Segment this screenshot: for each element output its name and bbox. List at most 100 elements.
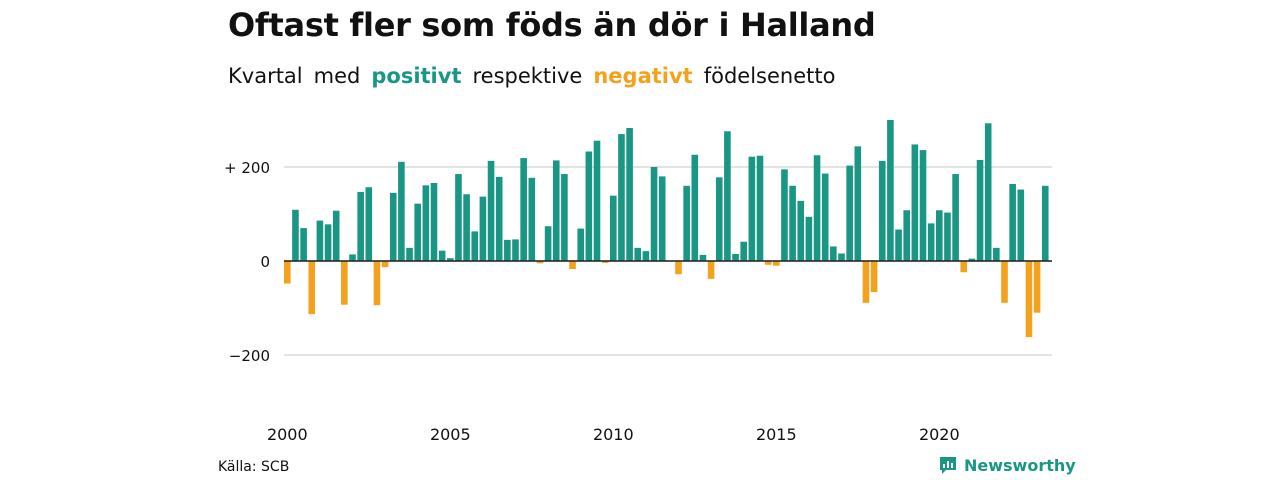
bar-positive bbox=[577, 228, 584, 261]
bar-positive bbox=[626, 127, 633, 262]
x-tick-label: 2000 bbox=[267, 425, 308, 444]
bar-negative bbox=[373, 261, 381, 306]
subtitle-negative-word: negativt bbox=[593, 64, 693, 88]
bar-negative bbox=[341, 261, 348, 305]
bar-positive bbox=[887, 120, 894, 261]
bar-positive bbox=[528, 177, 536, 261]
subtitle-word-respectively: respektive bbox=[472, 64, 583, 88]
bar-positive bbox=[463, 194, 470, 261]
y-tick-label: −200 bbox=[229, 347, 270, 365]
bar-positive bbox=[634, 247, 642, 261]
bar-positive bbox=[683, 185, 690, 261]
bar-positive bbox=[438, 250, 446, 261]
bar-positive bbox=[504, 239, 511, 261]
bar-negative bbox=[870, 261, 878, 293]
bar-positive bbox=[495, 176, 503, 261]
bar-positive bbox=[552, 160, 560, 261]
bar-positive bbox=[430, 182, 438, 261]
bar-positive bbox=[561, 174, 568, 261]
bar-positive bbox=[968, 258, 976, 261]
bar-positive bbox=[724, 131, 731, 261]
bar-negative bbox=[764, 261, 772, 265]
bar-positive bbox=[944, 212, 951, 261]
bar-positive bbox=[1041, 185, 1049, 261]
bar-positive bbox=[512, 239, 519, 261]
bar-positive bbox=[878, 160, 886, 261]
bar-positive bbox=[292, 209, 299, 261]
bar-negative bbox=[773, 261, 780, 266]
bar-negative bbox=[1025, 261, 1033, 338]
bar-positive bbox=[349, 254, 356, 261]
chart-title: Oftast fler som föds än dör i Halland bbox=[228, 6, 876, 44]
bar-positive bbox=[357, 191, 364, 261]
subtitle-word-quarter: Kvartal bbox=[228, 64, 303, 88]
x-tick-label: 2015 bbox=[756, 425, 797, 444]
subtitle-word-with: med bbox=[313, 64, 361, 88]
bar-positive bbox=[520, 158, 527, 261]
bar-positive bbox=[919, 150, 927, 261]
bar-negative bbox=[601, 261, 609, 263]
bar-positive bbox=[398, 161, 405, 261]
bar-positive bbox=[911, 144, 919, 261]
y-tick-label: 0 bbox=[260, 253, 270, 271]
bar-positive bbox=[805, 216, 813, 261]
bar-positive bbox=[1009, 183, 1016, 261]
bar-positive bbox=[993, 247, 1000, 261]
bar-positive bbox=[447, 258, 454, 261]
bar-positive bbox=[471, 231, 479, 261]
newsworthy-logo-icon bbox=[940, 457, 956, 474]
bar-positive bbox=[748, 156, 756, 261]
bar-positive bbox=[936, 210, 943, 261]
y-tick-label: + 200 bbox=[224, 159, 270, 177]
bar-positive bbox=[691, 154, 699, 261]
bar-positive bbox=[544, 226, 552, 261]
bar-positive bbox=[610, 195, 617, 261]
bar-positive bbox=[618, 134, 625, 261]
bar-positive bbox=[699, 254, 707, 261]
x-tick-label: 2020 bbox=[919, 425, 960, 444]
bar-negative bbox=[1001, 261, 1008, 303]
bar-positive bbox=[642, 251, 650, 261]
bar-positive bbox=[895, 229, 902, 261]
bar-positive bbox=[650, 167, 658, 261]
bar-positive bbox=[927, 223, 935, 261]
bar-positive bbox=[422, 185, 430, 261]
source-note: Källa: SCB bbox=[218, 459, 290, 475]
bar-negative bbox=[381, 261, 389, 268]
bar-positive bbox=[732, 253, 739, 261]
bar-positive bbox=[789, 185, 796, 261]
brand-name: Newsworthy bbox=[964, 455, 1076, 475]
bar-negative bbox=[569, 261, 576, 269]
bar-positive bbox=[1017, 189, 1025, 261]
bar-negative bbox=[1033, 261, 1041, 313]
newsworthy-logo: Newsworthy bbox=[938, 455, 1076, 475]
bar-positive bbox=[316, 220, 324, 261]
bar-negative bbox=[707, 261, 715, 279]
bar-positive bbox=[487, 160, 495, 261]
bar-positive bbox=[797, 200, 805, 261]
bar-positive bbox=[976, 159, 984, 261]
bar-positive bbox=[324, 224, 332, 261]
subtitle-word-birth-net: födelsenetto bbox=[703, 64, 836, 88]
bar-positive bbox=[952, 174, 959, 261]
bar-positive bbox=[332, 210, 340, 261]
bar-positive bbox=[389, 192, 397, 261]
bar-negative bbox=[284, 261, 291, 284]
bar-positive bbox=[300, 228, 307, 261]
bar-negative bbox=[675, 261, 682, 275]
bar-negative bbox=[308, 261, 316, 315]
bar-positive bbox=[740, 241, 747, 261]
bar-positive bbox=[455, 174, 462, 261]
bar-positive bbox=[830, 246, 837, 261]
bar-positive bbox=[585, 151, 593, 261]
subtitle-positive-word: positivt bbox=[371, 64, 462, 88]
x-tick-label: 2005 bbox=[430, 425, 471, 444]
bar-positive bbox=[593, 140, 601, 261]
bar-positive bbox=[756, 155, 764, 261]
bar-positive bbox=[838, 253, 845, 261]
bar-positive bbox=[658, 176, 666, 261]
bar-negative bbox=[536, 261, 544, 264]
chart-subtitle: Kvartal med positivt respektive negativt föde… bbox=[228, 64, 846, 88]
bar-positive bbox=[854, 146, 862, 261]
